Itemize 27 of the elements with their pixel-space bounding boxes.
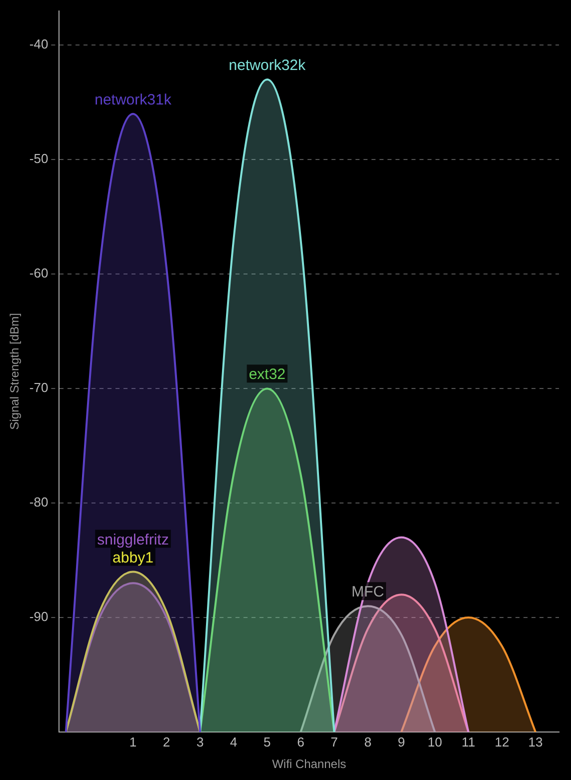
- y-tick-label: -50: [29, 151, 48, 166]
- series-label: MFC: [352, 584, 384, 601]
- x-tick-label: 4: [230, 734, 238, 750]
- x-tick-label: 9: [398, 734, 405, 750]
- x-tick-label: 13: [528, 734, 543, 750]
- series-label: ext32: [248, 366, 286, 384]
- x-tick-label: 8: [364, 734, 372, 750]
- x-tick-label: 7: [330, 734, 338, 750]
- y-tick-label: -80: [29, 494, 48, 510]
- x-tick-label: 10: [428, 734, 442, 750]
- y-axis-title: Signal Strength [dBm]: [8, 313, 22, 430]
- x-tick-label: 12: [494, 734, 510, 750]
- series-label: network31k: [94, 91, 172, 108]
- x-tick-label: 3: [196, 734, 204, 750]
- x-tick-label: 2: [162, 734, 170, 750]
- y-tick-label: -70: [29, 380, 48, 396]
- x-tick-label: 11: [462, 734, 476, 750]
- series-label: abby1: [112, 549, 154, 566]
- series-label: network32k: [228, 57, 306, 74]
- y-tick-label: -40: [29, 36, 48, 52]
- x-tick-label: 5: [264, 734, 271, 750]
- x-tick-label: 1: [129, 734, 137, 750]
- y-tick-label: -60: [29, 266, 48, 281]
- x-tick-label: 6: [297, 734, 304, 750]
- x-axis-title: Wifi Channels: [272, 757, 346, 772]
- y-tick-label: -90: [29, 609, 48, 624]
- text: snigglefritz: [97, 531, 169, 548]
